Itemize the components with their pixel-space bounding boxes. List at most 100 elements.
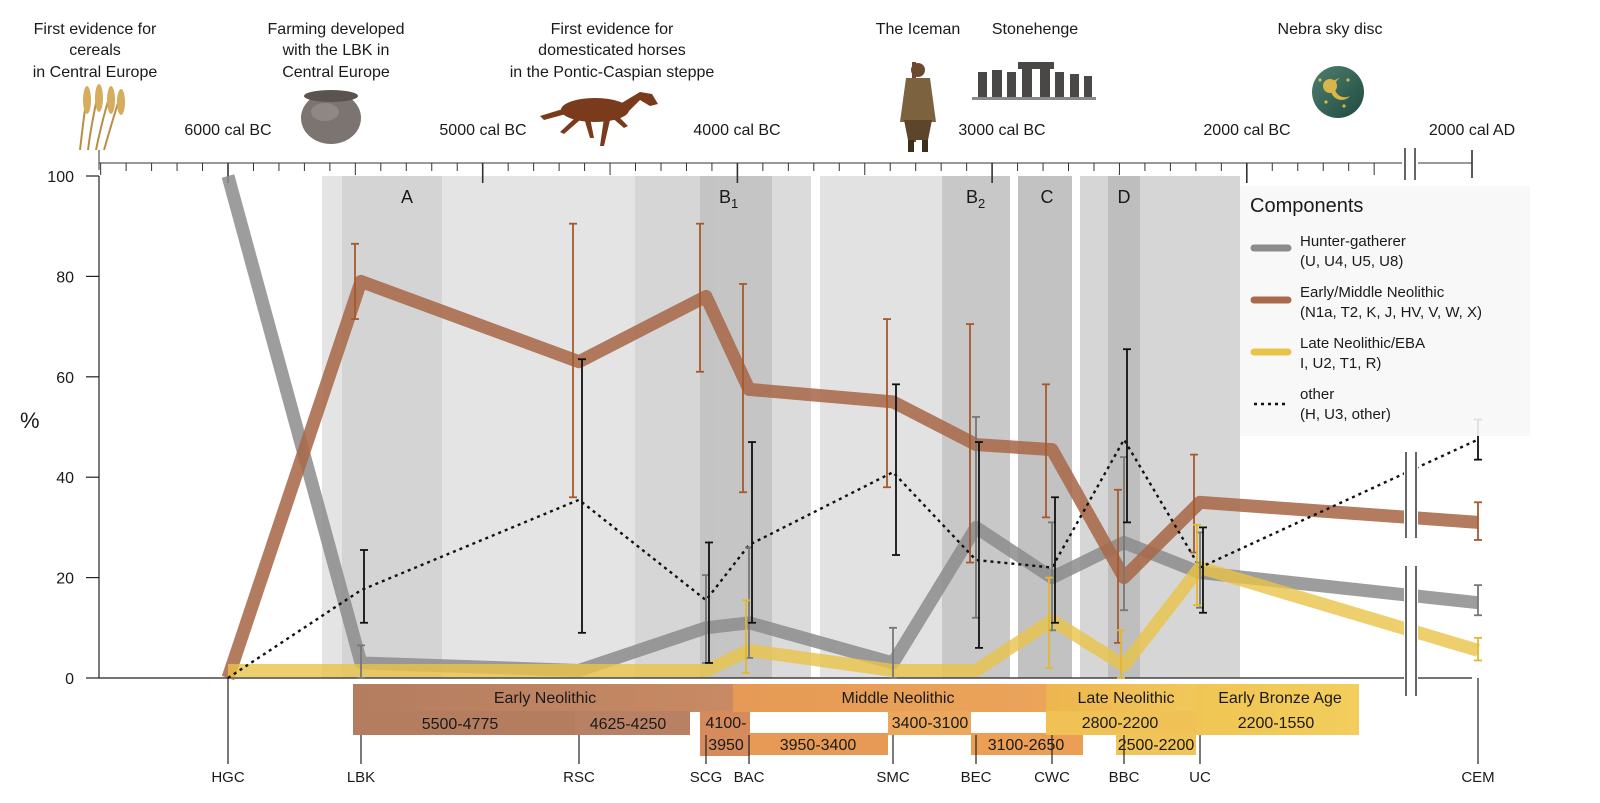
data-point-early-middle-neolithic-scg [705,295,707,297]
timescale-label-2000-ad: 2000 cal AD [1429,122,1515,139]
date-range-3400-3100: 3400-3100 [892,715,969,732]
error-bar-other-bec [975,441,983,649]
phase-band-mid [820,176,942,678]
data-point-late-neolithic-eba-hgc [227,669,229,671]
wheat-icon [79,84,125,151]
y-tick-label-40: 40 [56,470,74,487]
culture-labels: HGC LBK RSC SCG BAC SMC BEC CWC BBC UC CEM [211,678,1495,786]
error-bar-early-middle-neolithic-rsc [569,222,577,499]
error-bars-layer [351,222,1482,679]
period-early-neolithic-top [353,684,733,712]
timescale-label-6000-bc: 6000 cal BC [184,122,271,139]
legend-label-hunter-gatherer: Hunter-gatherer [1300,233,1406,250]
legend-title: Components [1250,195,1363,217]
series-line-other [227,438,1479,680]
error-bar-early-middle-neolithic-cem [1474,501,1482,541]
data-point-late-neolithic-eba-scg [705,669,707,671]
culture-label-uc: UC [1189,769,1211,786]
error-bar-other-bbc [1123,348,1131,524]
data-point-late-neolithic-eba-bbc [1123,664,1125,666]
y-tick-label-20: 20 [56,571,74,588]
phase-band-d-outer [1080,176,1240,678]
series-line-early-middle-neolithic [221,274,1479,681]
error-bar-early-middle-neolithic-cwc [1042,383,1050,519]
phase-band-c [1018,176,1072,678]
data-point-late-neolithic-eba-bec [975,669,977,671]
data-point-other-rsc [578,499,580,501]
legend-label-late-neolithic-eba: Late Neolithic/EBA [1300,335,1425,352]
error-bar-late-neolithic-eba-cwc [1045,576,1053,669]
phase-shading [322,176,1240,678]
culture-label-bbc: BBC [1109,769,1140,786]
culture-label-cem: CEM [1461,769,1494,786]
period-label-early-bronze-age: Early Bronze Age [1218,690,1342,707]
event-horses-label: First evidence for domesticated horses in … [510,21,715,81]
timescale-label-2000-bc: 2000 cal BC [1203,122,1290,139]
date-range-2800-2200: 2800-2200 [1082,715,1159,732]
data-point-early-middle-neolithic-bac [748,388,750,390]
y-tick-label-0: 0 [65,671,74,688]
error-bar-other-uc [1199,526,1207,614]
legend-sub-other: (H, U3, other) [1300,406,1391,423]
period-late-neolithic-top [1046,684,1196,712]
culture-label-scg: SCG [690,769,723,786]
timescale-label-3000-bc: 3000 cal BC [958,122,1045,139]
data-point-other-bbc [1123,439,1125,441]
pottery-icon [301,90,361,144]
error-bar-late-neolithic-eba-uc [1193,523,1201,607]
y-tick-label-100: 100 [47,169,74,186]
period-scg-block [700,711,750,756]
period-early-neolithic-right [575,711,690,735]
error-bar-late-neolithic-eba-bac [742,599,750,674]
phase-label-d: D [1118,187,1131,207]
period-early-bronze-age [1196,684,1359,735]
event-iceman-label: The Iceman [876,21,960,38]
horse-icon [540,92,658,146]
period-label-middle-neolithic: Middle Neolithic [842,690,955,707]
data-point-hunter-gatherer-hgc [227,175,229,177]
error-bar-early-middle-neolithic-lbk [351,242,359,320]
date-range-2200-1550: 2200-1550 [1238,715,1315,732]
date-range-4100-3950-top: 4100- [706,715,747,732]
y-tick-label-60: 60 [56,370,74,387]
error-bar-other-lbk [360,549,368,624]
period-middle-neolithic-top [733,684,1048,712]
error-bar-early-middle-neolithic-smc [883,318,891,489]
error-bar-early-middle-neolithic-bac [739,283,747,494]
timescale-label-5000-bc: 5000 cal BC [439,122,526,139]
period-label-early-neolithic: Early Neolithic [494,690,596,707]
period-bbc-block [1116,733,1196,755]
date-range-4625-4250: 4625-4250 [590,716,667,733]
legend-label-early-middle-neolithic: Early/Middle Neolithic [1300,284,1445,301]
date-range-3100-2650: 3100-2650 [988,737,1065,754]
phase-band-a-inner [342,176,442,678]
event-cereals-label: First evidence for cereals in Central Euro… [33,21,158,81]
error-bar-hunter-gatherer-smc [889,626,897,679]
y-tick-label-80: 80 [56,269,74,286]
error-bar-other-cwc [1051,496,1059,624]
period-bec-block [971,733,1083,755]
legend-sub-early-middle-neolithic: (N1a, T2, K, J, HV, V, W, X) [1300,304,1482,321]
phase-label-a: A [401,187,413,207]
data-point-early-middle-neolithic-smc [892,401,894,403]
period-labels: Early Neolithic Middle Neolithic Late Ne… [422,690,1342,754]
error-bar-other-rsc [578,358,586,634]
stonehenge-icon [972,62,1096,100]
date-range-4100-3950-bottom: 3950 [708,737,744,754]
y-axis-ticks: 0 20 40 60 80 100 [47,169,99,688]
culture-label-lbk: LBK [347,769,375,786]
cultural-periods [353,684,1359,756]
period-cwc-block [1046,711,1196,735]
data-point-other-lbk [360,589,362,591]
date-range-3950-3400: 3950-3400 [780,737,857,754]
data-point-other-smc [892,471,894,473]
error-bar-late-neolithic-eba-cem [1474,636,1482,662]
phase-label-c: C [1041,187,1054,207]
event-stonehenge-label: Stonehenge [992,21,1078,38]
period-label-late-neolithic: Late Neolithic [1078,690,1175,707]
sky-disc-icon [1312,66,1364,118]
culture-label-rsc: RSC [563,769,595,786]
legend-background [1240,186,1530,436]
